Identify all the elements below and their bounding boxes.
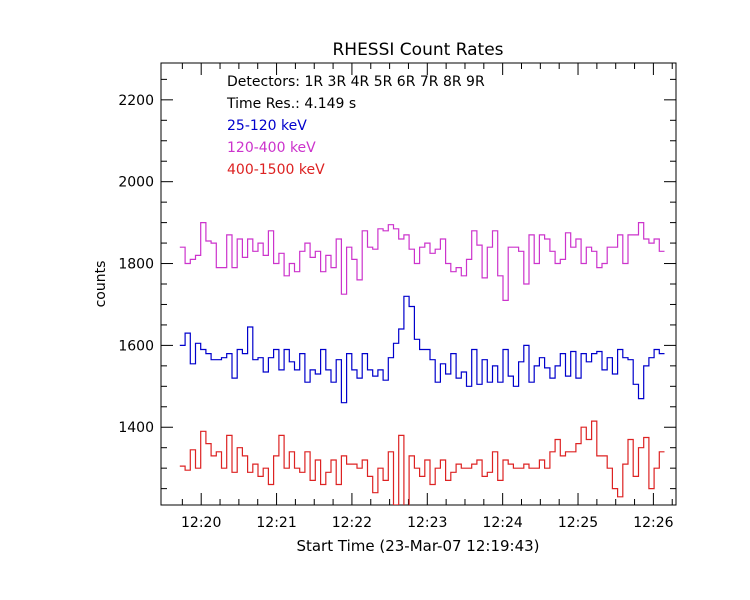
annotation-line: 120-400 keV xyxy=(227,140,316,156)
y-tick-label: 2200 xyxy=(118,93,154,109)
y-tick-label: 1600 xyxy=(118,338,154,354)
x-tick-label: 12:25 xyxy=(558,515,598,531)
data-series xyxy=(179,222,665,505)
x-tick-label: 12:20 xyxy=(181,515,221,531)
annotation-line: Time Res.: 4.149 s xyxy=(226,96,356,112)
series-line xyxy=(179,222,665,301)
legend-annotations: Detectors: 1R 3R 4R 5R 6R 7R 8R 9R Time R… xyxy=(226,74,485,178)
x-tick-label: 12:24 xyxy=(482,515,522,531)
series-line xyxy=(179,420,665,505)
x-tick-label: 12:26 xyxy=(633,515,673,531)
x-axis-label: Start Time (23-Mar-07 12:19:43) xyxy=(296,537,539,555)
y-tick-label: 1400 xyxy=(118,420,154,436)
annotation-line: 25-120 keV xyxy=(227,118,307,134)
annotation-line: 400-1500 keV xyxy=(227,162,325,178)
series-line xyxy=(179,295,665,404)
y-axis-label: counts xyxy=(93,261,109,308)
chart-title: RHESSI Count Rates xyxy=(332,40,503,60)
x-tick-label: 12:23 xyxy=(407,515,447,531)
x-tick-label: 12:21 xyxy=(256,515,296,531)
y-tick-label: 2000 xyxy=(118,175,154,191)
annotation-line: Detectors: 1R 3R 4R 5R 6R 7R 8R 9R xyxy=(227,74,485,90)
axes: 1400 1600 1800 2000 2200 12:20 12:21 12:22 12:23… xyxy=(118,63,676,531)
y-tick-label: 1800 xyxy=(118,257,154,273)
x-tick-label: 12:22 xyxy=(332,515,372,531)
